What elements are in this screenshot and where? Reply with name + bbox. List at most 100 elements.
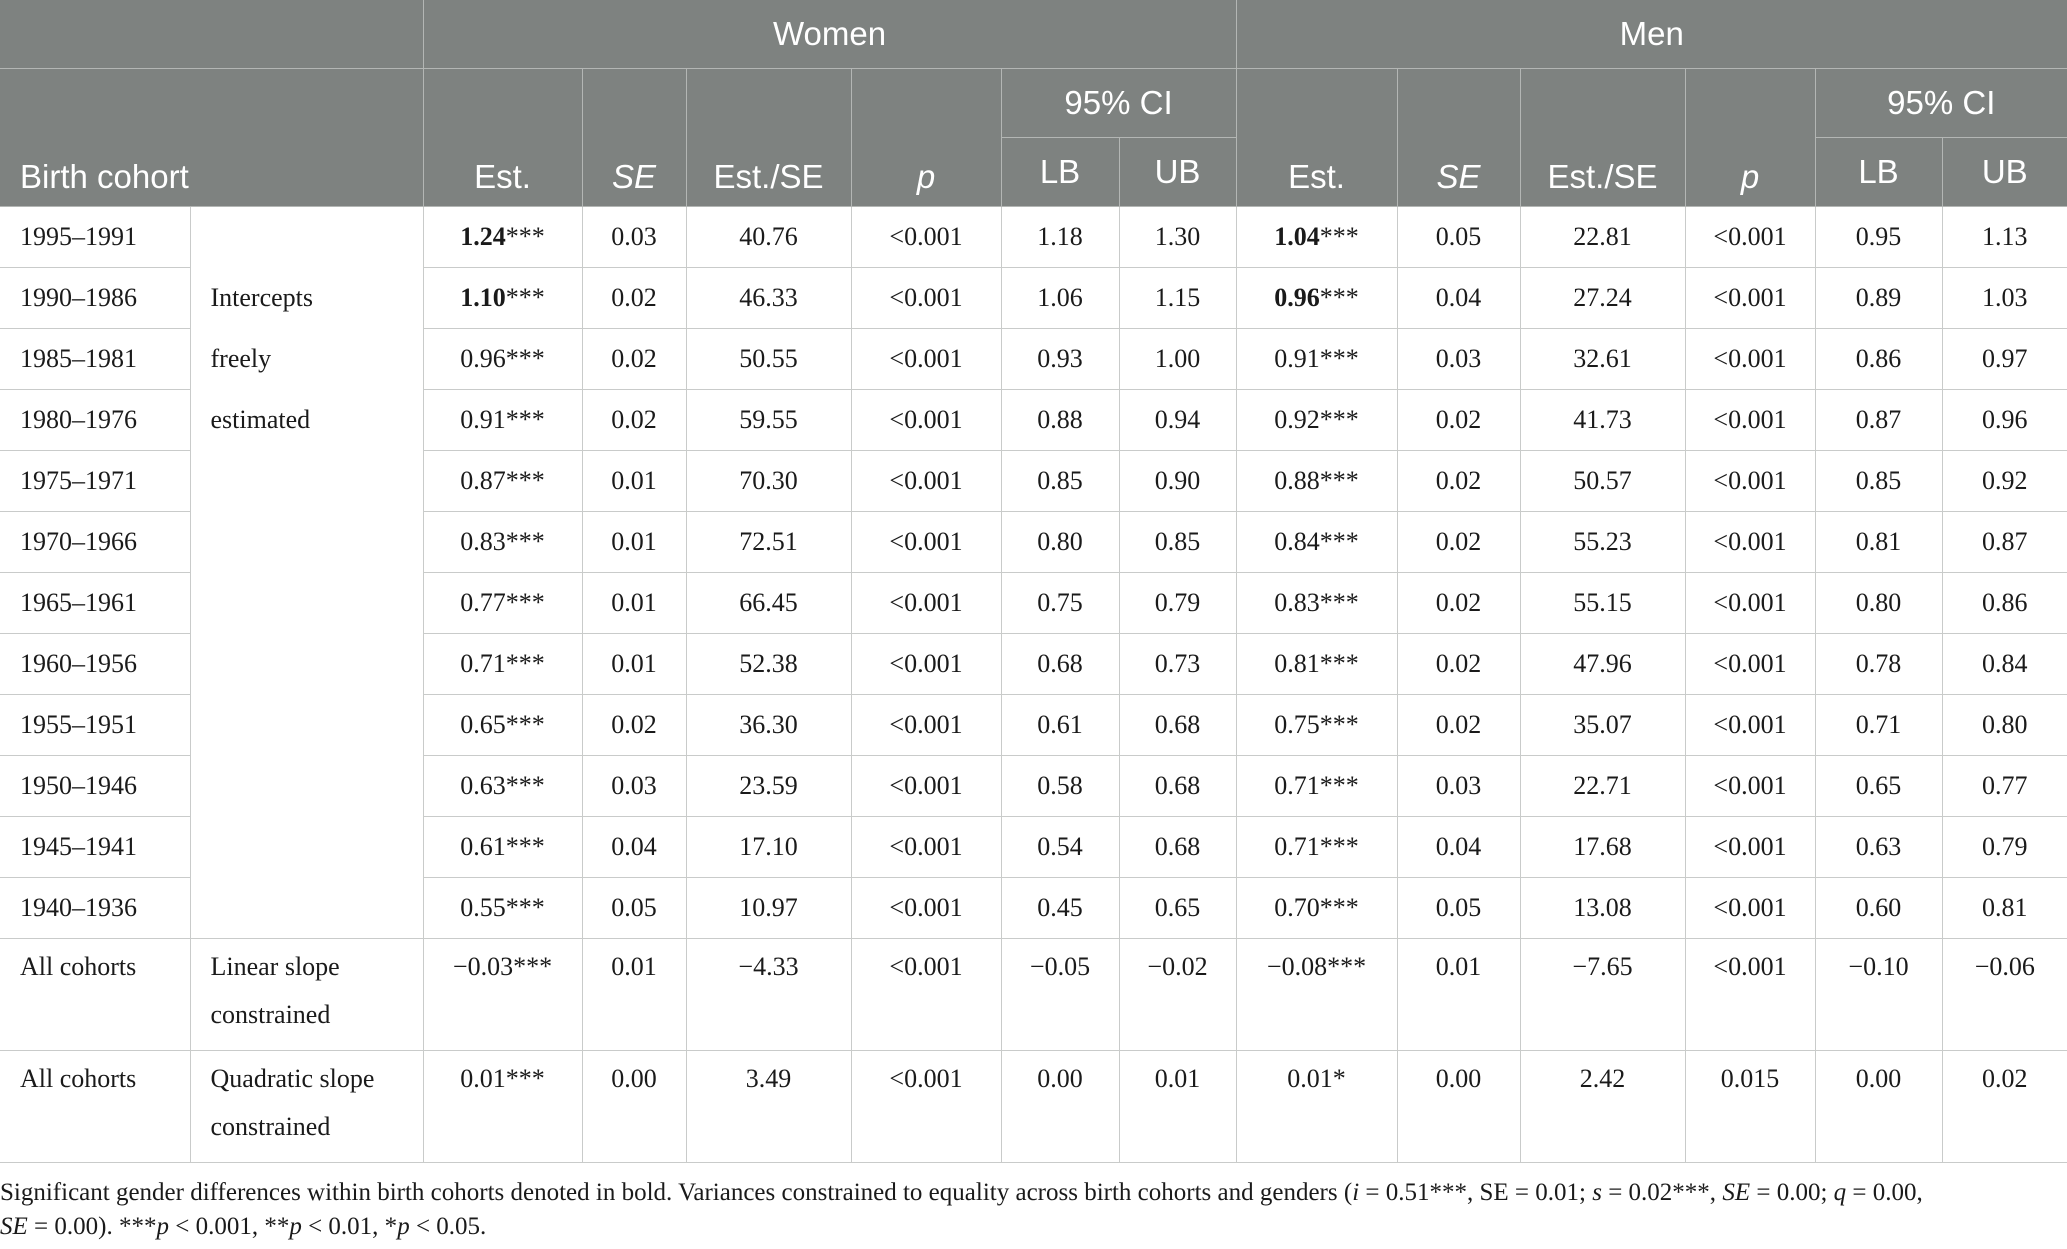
- cell-men-p: <0.001: [1685, 511, 1816, 573]
- cell-men-est-significance: ***: [1319, 832, 1359, 861]
- cell-birth-cohort: 1985–1981: [0, 328, 191, 390]
- table-footnote: Significant gender differences within bi…: [0, 1176, 2040, 1244]
- cell-women-est: 0.83***: [423, 511, 583, 573]
- cell-men-lb: 0.87: [1815, 389, 1943, 451]
- table-row: 1965–1961 0.77*** 0.01 66.45 <0.001 0.75 0.79 0…: [0, 572, 2067, 634]
- cell-men-ub: 0.02: [1942, 1050, 2067, 1163]
- cell-women-est: 0.87***: [423, 450, 583, 512]
- cell-women-est-se: 23.59: [686, 755, 852, 817]
- cell-women-p: <0.001: [851, 877, 1002, 939]
- cell-women-ub: −0.02: [1119, 938, 1237, 1051]
- cell-women-est-significance: ***: [505, 466, 545, 495]
- header-women-ub: UB: [1119, 137, 1237, 207]
- cell-women-est: 1.24***: [423, 206, 583, 268]
- cell-women-lb: 0.93: [1001, 328, 1120, 390]
- cell-women-ub: 1.30: [1119, 206, 1237, 268]
- cell-birth-cohort: 1975–1971: [0, 450, 191, 512]
- header-women-est-se: Est./SE: [686, 68, 852, 207]
- cell-men-est-value: 0.88: [1274, 466, 1320, 495]
- cell-men-est-value: 0.96: [1274, 283, 1320, 312]
- note-text: = 0.00;: [1750, 1179, 1834, 1206]
- cell-men-ub: −0.06: [1942, 938, 2067, 1051]
- cell-women-est-significance: ***: [505, 344, 545, 373]
- cell-men-est-significance: ***: [1319, 893, 1359, 922]
- description-line: Linear slope: [210, 952, 340, 981]
- cell-birth-cohort: All cohorts: [0, 1050, 191, 1163]
- table-row: 1960–1956 0.71*** 0.01 52.38 <0.001 0.68 0.73 0…: [0, 633, 2067, 695]
- cell-women-p: <0.001: [851, 694, 1002, 756]
- note-symbol-q: q: [1833, 1179, 1847, 1206]
- cell-men-est-significance: ***: [1319, 283, 1359, 312]
- table-row: 1975–1971 0.87*** 0.01 70.30 <0.001 0.85 0.90 0…: [0, 450, 2067, 512]
- cell-men-p: <0.001: [1685, 267, 1816, 329]
- cell-men-se: 0.04: [1397, 816, 1521, 878]
- cell-description: [190, 511, 424, 573]
- note-symbol-p: p: [397, 1213, 410, 1240]
- cell-men-ub: 0.80: [1942, 694, 2067, 756]
- cell-men-est: 0.81***: [1236, 633, 1398, 695]
- cell-description: Intercepts: [190, 267, 424, 329]
- cell-women-est-se: 66.45: [686, 572, 852, 634]
- cell-women-se: 0.01: [582, 511, 687, 573]
- header-women-lb: LB: [1001, 137, 1120, 207]
- cell-men-p: 0.015: [1685, 1050, 1816, 1163]
- cell-women-est-significance: ***: [505, 649, 545, 678]
- table-row: 1945–1941 0.61*** 0.04 17.10 <0.001 0.54 0.68 0…: [0, 816, 2067, 878]
- cell-men-se: 0.05: [1397, 206, 1521, 268]
- note-text: < 0.05.: [409, 1213, 487, 1240]
- cell-men-ub: 0.96: [1942, 389, 2067, 451]
- cell-women-lb: 0.61: [1001, 694, 1120, 756]
- cell-men-est-value: 0.91: [1274, 344, 1320, 373]
- header-men-se: SE: [1397, 68, 1521, 207]
- cell-women-est: 0.71***: [423, 633, 583, 695]
- cell-women-lb: 0.75: [1001, 572, 1120, 634]
- cell-men-est-value: 0.71: [1274, 771, 1320, 800]
- cell-men-est-se: 47.96: [1520, 633, 1686, 695]
- cell-men-est-se: 50.57: [1520, 450, 1686, 512]
- description-line: Quadratic slope: [210, 1064, 375, 1093]
- note-text: Significant gender differences within bi…: [0, 1179, 1353, 1206]
- note-symbol-i: i: [1352, 1179, 1360, 1206]
- header-men-p: p: [1685, 68, 1816, 207]
- results-table-wrapper: Women Men Birth cohort Est. SE Est./SE p…: [0, 0, 2067, 1163]
- cell-men-est-se: 17.68: [1520, 816, 1686, 878]
- cell-men-est-significance: ***: [1319, 710, 1359, 739]
- cell-men-est-significance: ***: [1319, 649, 1359, 678]
- cell-women-est: 1.10***: [423, 267, 583, 329]
- cell-women-se: 0.00: [582, 1050, 687, 1163]
- cell-men-se: 0.00: [1397, 1050, 1521, 1163]
- cell-women-se: 0.01: [582, 633, 687, 695]
- header-blank: [0, 0, 424, 69]
- table-row: All cohorts Quadratic slope constrained 0.0…: [0, 1050, 2067, 1163]
- cell-women-p: <0.001: [851, 938, 1002, 1051]
- cell-description: Linear slope constrained: [190, 938, 424, 1051]
- cell-men-lb: 0.00: [1815, 1050, 1943, 1163]
- cell-men-est: 0.96***: [1236, 267, 1398, 329]
- cell-men-est-significance: ***: [1319, 771, 1359, 800]
- note-text: < 0.01, *: [301, 1213, 398, 1240]
- cell-birth-cohort: 1965–1961: [0, 572, 191, 634]
- cell-men-ub: 0.87: [1942, 511, 2067, 573]
- cell-women-p: <0.001: [851, 572, 1002, 634]
- cell-men-ub: 1.03: [1942, 267, 2067, 329]
- cell-men-p: <0.001: [1685, 877, 1816, 939]
- cell-men-p: <0.001: [1685, 816, 1816, 878]
- cell-women-est-significance: ***: [505, 588, 545, 617]
- cell-women-est-significance: ***: [505, 893, 545, 922]
- cell-men-ub: 0.92: [1942, 450, 2067, 512]
- cell-birth-cohort: 1990–1986: [0, 267, 191, 329]
- cell-men-est: 1.04***: [1236, 206, 1398, 268]
- cell-men-est: 0.75***: [1236, 694, 1398, 756]
- cell-men-ub: 0.86: [1942, 572, 2067, 634]
- cell-men-se: 0.02: [1397, 694, 1521, 756]
- cell-women-est-se: 52.38: [686, 633, 852, 695]
- cell-women-est-value: 1.24: [460, 222, 506, 251]
- cell-men-lb: 0.71: [1815, 694, 1943, 756]
- header-men-est: Est.: [1236, 68, 1398, 207]
- cell-women-est-value: 0.91: [460, 405, 506, 434]
- cell-birth-cohort: 1980–1976: [0, 389, 191, 451]
- cell-men-ub: 0.77: [1942, 755, 2067, 817]
- cell-women-p: <0.001: [851, 1050, 1002, 1163]
- cell-men-se: 0.02: [1397, 389, 1521, 451]
- cell-men-est-se: −7.65: [1520, 938, 1686, 1051]
